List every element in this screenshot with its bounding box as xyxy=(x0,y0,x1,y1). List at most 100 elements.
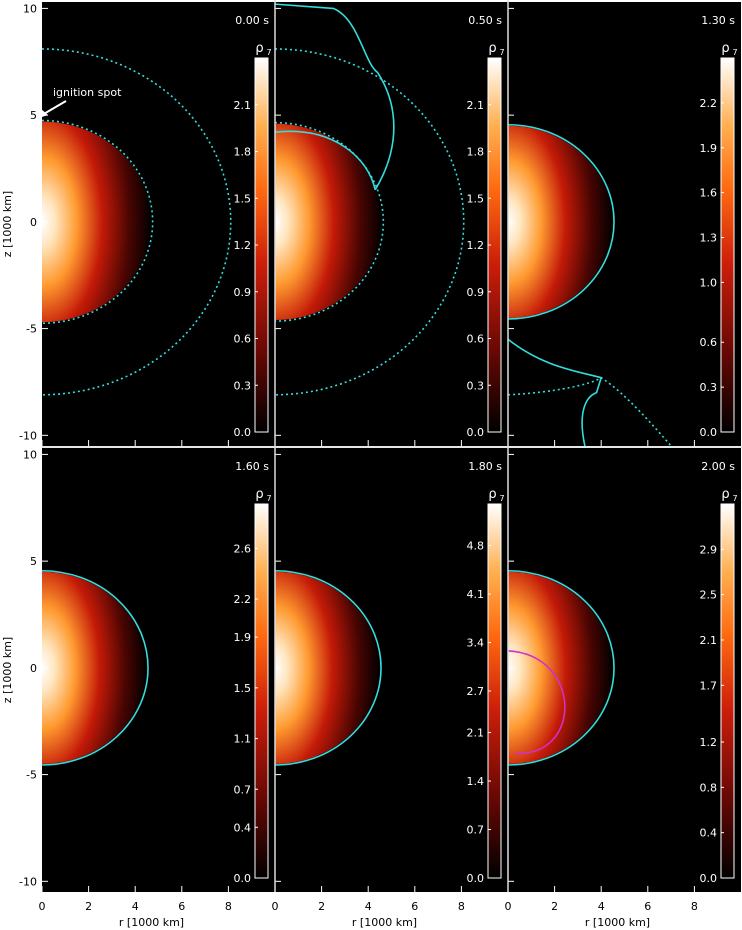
density-field xyxy=(508,125,613,318)
time-label: 1.60 s xyxy=(235,460,269,473)
panel-separators xyxy=(42,0,742,892)
x-axis-title: r [1000 km] xyxy=(352,916,417,929)
y-tick-label: -10 xyxy=(19,875,37,888)
x-axis-title: r [1000 km] xyxy=(585,916,650,929)
inner-magenta-contour xyxy=(507,649,566,755)
flame-front-contour xyxy=(41,119,154,325)
colorbar-tick-label: 0.8 xyxy=(700,781,718,794)
colorbar-tick-label: 1.4 xyxy=(467,775,485,788)
colorbar-tick-label: 0.7 xyxy=(467,824,485,837)
colorbar-tick-label: 4.8 xyxy=(467,540,485,553)
colorbar-tick-label: 1.2 xyxy=(234,239,252,252)
colorbar-title-subscript: 7 xyxy=(500,48,505,57)
colorbar-tick-label: 0.3 xyxy=(234,379,252,392)
time-label: 0.50 s xyxy=(468,14,502,27)
colorbar-tick-label: 3.4 xyxy=(467,637,485,650)
y-tick-label: 0 xyxy=(30,216,37,229)
colorbar-tick-label: 1.6 xyxy=(700,187,718,200)
panel-3: 1.30 s ρ 7 2.2 1.9 1.6 1.3 1.0 0.6 0.3 0.0 xyxy=(507,2,741,447)
colorbar-tick-label: 2.1 xyxy=(467,727,485,740)
colorbar-tick-label: 1.8 xyxy=(467,146,485,159)
flame-front-contour xyxy=(274,569,382,766)
colorbar-tick-label: 4.1 xyxy=(467,588,485,601)
colorbar-title-subscript: 7 xyxy=(267,494,272,503)
colorbar-tick-label: 0.6 xyxy=(467,333,485,346)
flame-front-contour xyxy=(507,123,615,320)
bubble-contour xyxy=(274,130,376,191)
density-field xyxy=(275,571,380,764)
colorbar-tick-label: 2.1 xyxy=(467,99,485,112)
x-tick-label: 2 xyxy=(551,900,558,913)
colorbar-tick-label: 0.9 xyxy=(467,286,485,299)
colorbar-tick-label: 0.0 xyxy=(700,426,718,439)
panel-6: 2.00 s ρ 7 2.9 2.5 2.1 1.7 1.2 0.8 0.4 0.0 xyxy=(507,448,741,892)
colorbar-tick-label: 2.2 xyxy=(234,593,252,606)
x-tick-label: 4 xyxy=(132,900,139,913)
density-field xyxy=(42,571,147,764)
colorbar-tick-label: 2.1 xyxy=(234,99,252,112)
panels-layer: 0.00 sρ 72.11.81.51.20.90.60.30.00.50 sρ 7… xyxy=(41,2,741,892)
x-tick-label: 8 xyxy=(691,900,698,913)
x-tick-label: 4 xyxy=(598,900,605,913)
panel-1: 0.00 s ρ 7 2.1 1.8 1.5 1.2 0.9 0.6 0.3 0.0 xyxy=(41,2,275,446)
colorbar-title: ρ xyxy=(255,41,263,56)
x-tick-label: 2 xyxy=(318,900,325,913)
x-axis-title: r [1000 km] xyxy=(119,916,184,929)
panel-4: 1.60 s ρ 7 2.6 2.2 1.9 1.5 1.1 0.7 0.4 0.0 xyxy=(41,448,275,892)
colorbar-title-subscript: 7 xyxy=(733,494,738,503)
y-tick-label: 0 xyxy=(30,662,37,675)
colorbar-tick-label: 1.0 xyxy=(700,276,718,289)
flame-front-contour xyxy=(41,569,149,766)
time-label: 2.00 s xyxy=(701,460,735,473)
colorbar-tick-label: 1.1 xyxy=(234,733,252,746)
ignition-arrow xyxy=(36,100,67,119)
x-tick-label: 0 xyxy=(272,900,279,913)
colorbar-tick-label: 0.6 xyxy=(234,333,252,346)
colorbar-tick-label: 1.2 xyxy=(467,239,485,252)
colorbar-title: ρ xyxy=(488,41,496,56)
density-field xyxy=(42,121,152,323)
colorbar-tick-label: 1.2 xyxy=(700,736,718,749)
colorbar-tick-label: 0.3 xyxy=(700,381,718,394)
x-tick-label: 0 xyxy=(39,900,46,913)
x-tick-label: 8 xyxy=(458,900,465,913)
colorbar-tick-label: 1.3 xyxy=(700,232,718,245)
x-tick-label: 6 xyxy=(644,900,651,913)
colorbar-title-subscript: 7 xyxy=(733,48,738,57)
flame-front-contour xyxy=(507,569,615,766)
x-tick-label: 0 xyxy=(505,900,512,913)
y-tick-label: -5 xyxy=(26,323,37,336)
density-field xyxy=(508,571,613,764)
y-tick-label: 10 xyxy=(23,448,37,461)
time-label: 1.30 s xyxy=(701,14,735,27)
colorbar-tick-label: 1.5 xyxy=(234,192,252,205)
time-label: 0.00 s xyxy=(235,14,269,27)
time-label: 1.80 s xyxy=(468,460,502,473)
y-tick-label: 5 xyxy=(30,555,37,568)
colorbar-tick-label: 0.0 xyxy=(234,872,252,885)
colorbar-tick-label: 0.3 xyxy=(467,379,485,392)
density-field xyxy=(275,123,383,321)
x-tick-label: 4 xyxy=(365,900,372,913)
colorbar-tick-label: 0.9 xyxy=(234,286,252,299)
x-tick-label: 2 xyxy=(85,900,92,913)
y-tick-label: 5 xyxy=(30,109,37,122)
panel-5: 1.80 s ρ 7 4.8 4.1 3.4 2.7 2.1 1.4 0.7 0.0 xyxy=(274,448,508,892)
colorbar-title-subscript: 7 xyxy=(500,494,505,503)
colorbar-title: ρ xyxy=(255,487,263,502)
colorbar-tick-label: 1.9 xyxy=(234,631,252,644)
colorbar-tick-label: 2.6 xyxy=(234,542,252,555)
colorbar-title: ρ xyxy=(488,487,496,502)
colorbar-tick-label: 2.1 xyxy=(700,634,718,647)
colorbar xyxy=(254,503,269,879)
ignition-spot-label: ignition spot xyxy=(53,86,122,99)
flame-front-contour xyxy=(274,121,384,322)
colorbar xyxy=(720,503,735,879)
colorbar-tick-label: 1.5 xyxy=(467,192,485,205)
y-tick-label: -10 xyxy=(19,429,37,442)
y-tick-label: -5 xyxy=(26,769,37,782)
panel-2: 0.50 s ρ 7 2.1 1.8 1.5 1.2 0.9 0.6 0.3 0.0 xyxy=(274,2,508,446)
colorbar-tick-label: 0.0 xyxy=(467,872,485,885)
